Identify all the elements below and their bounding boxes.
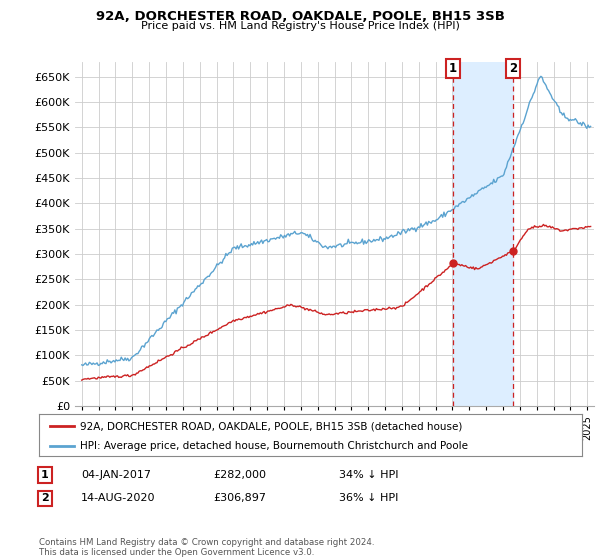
Text: 1: 1: [449, 62, 457, 74]
Text: 14-AUG-2020: 14-AUG-2020: [81, 493, 155, 503]
Text: 34% ↓ HPI: 34% ↓ HPI: [339, 470, 398, 480]
Text: 04-JAN-2017: 04-JAN-2017: [81, 470, 151, 480]
Text: £282,000: £282,000: [213, 470, 266, 480]
Text: 36% ↓ HPI: 36% ↓ HPI: [339, 493, 398, 503]
Text: 2: 2: [41, 493, 49, 503]
Bar: [453, 62, 514, 406]
Text: 1: 1: [41, 470, 49, 480]
Text: 92A, DORCHESTER ROAD, OAKDALE, POOLE, BH15 3SB: 92A, DORCHESTER ROAD, OAKDALE, POOLE, BH…: [95, 10, 505, 23]
Text: 92A, DORCHESTER ROAD, OAKDALE, POOLE, BH15 3SB (detached house): 92A, DORCHESTER ROAD, OAKDALE, POOLE, BH…: [80, 421, 462, 431]
Text: Price paid vs. HM Land Registry's House Price Index (HPI): Price paid vs. HM Land Registry's House …: [140, 21, 460, 31]
Text: Contains HM Land Registry data © Crown copyright and database right 2024.
This d: Contains HM Land Registry data © Crown c…: [39, 538, 374, 557]
Text: £306,897: £306,897: [213, 493, 266, 503]
Text: 2: 2: [509, 62, 518, 74]
Text: HPI: Average price, detached house, Bournemouth Christchurch and Poole: HPI: Average price, detached house, Bour…: [80, 441, 468, 451]
